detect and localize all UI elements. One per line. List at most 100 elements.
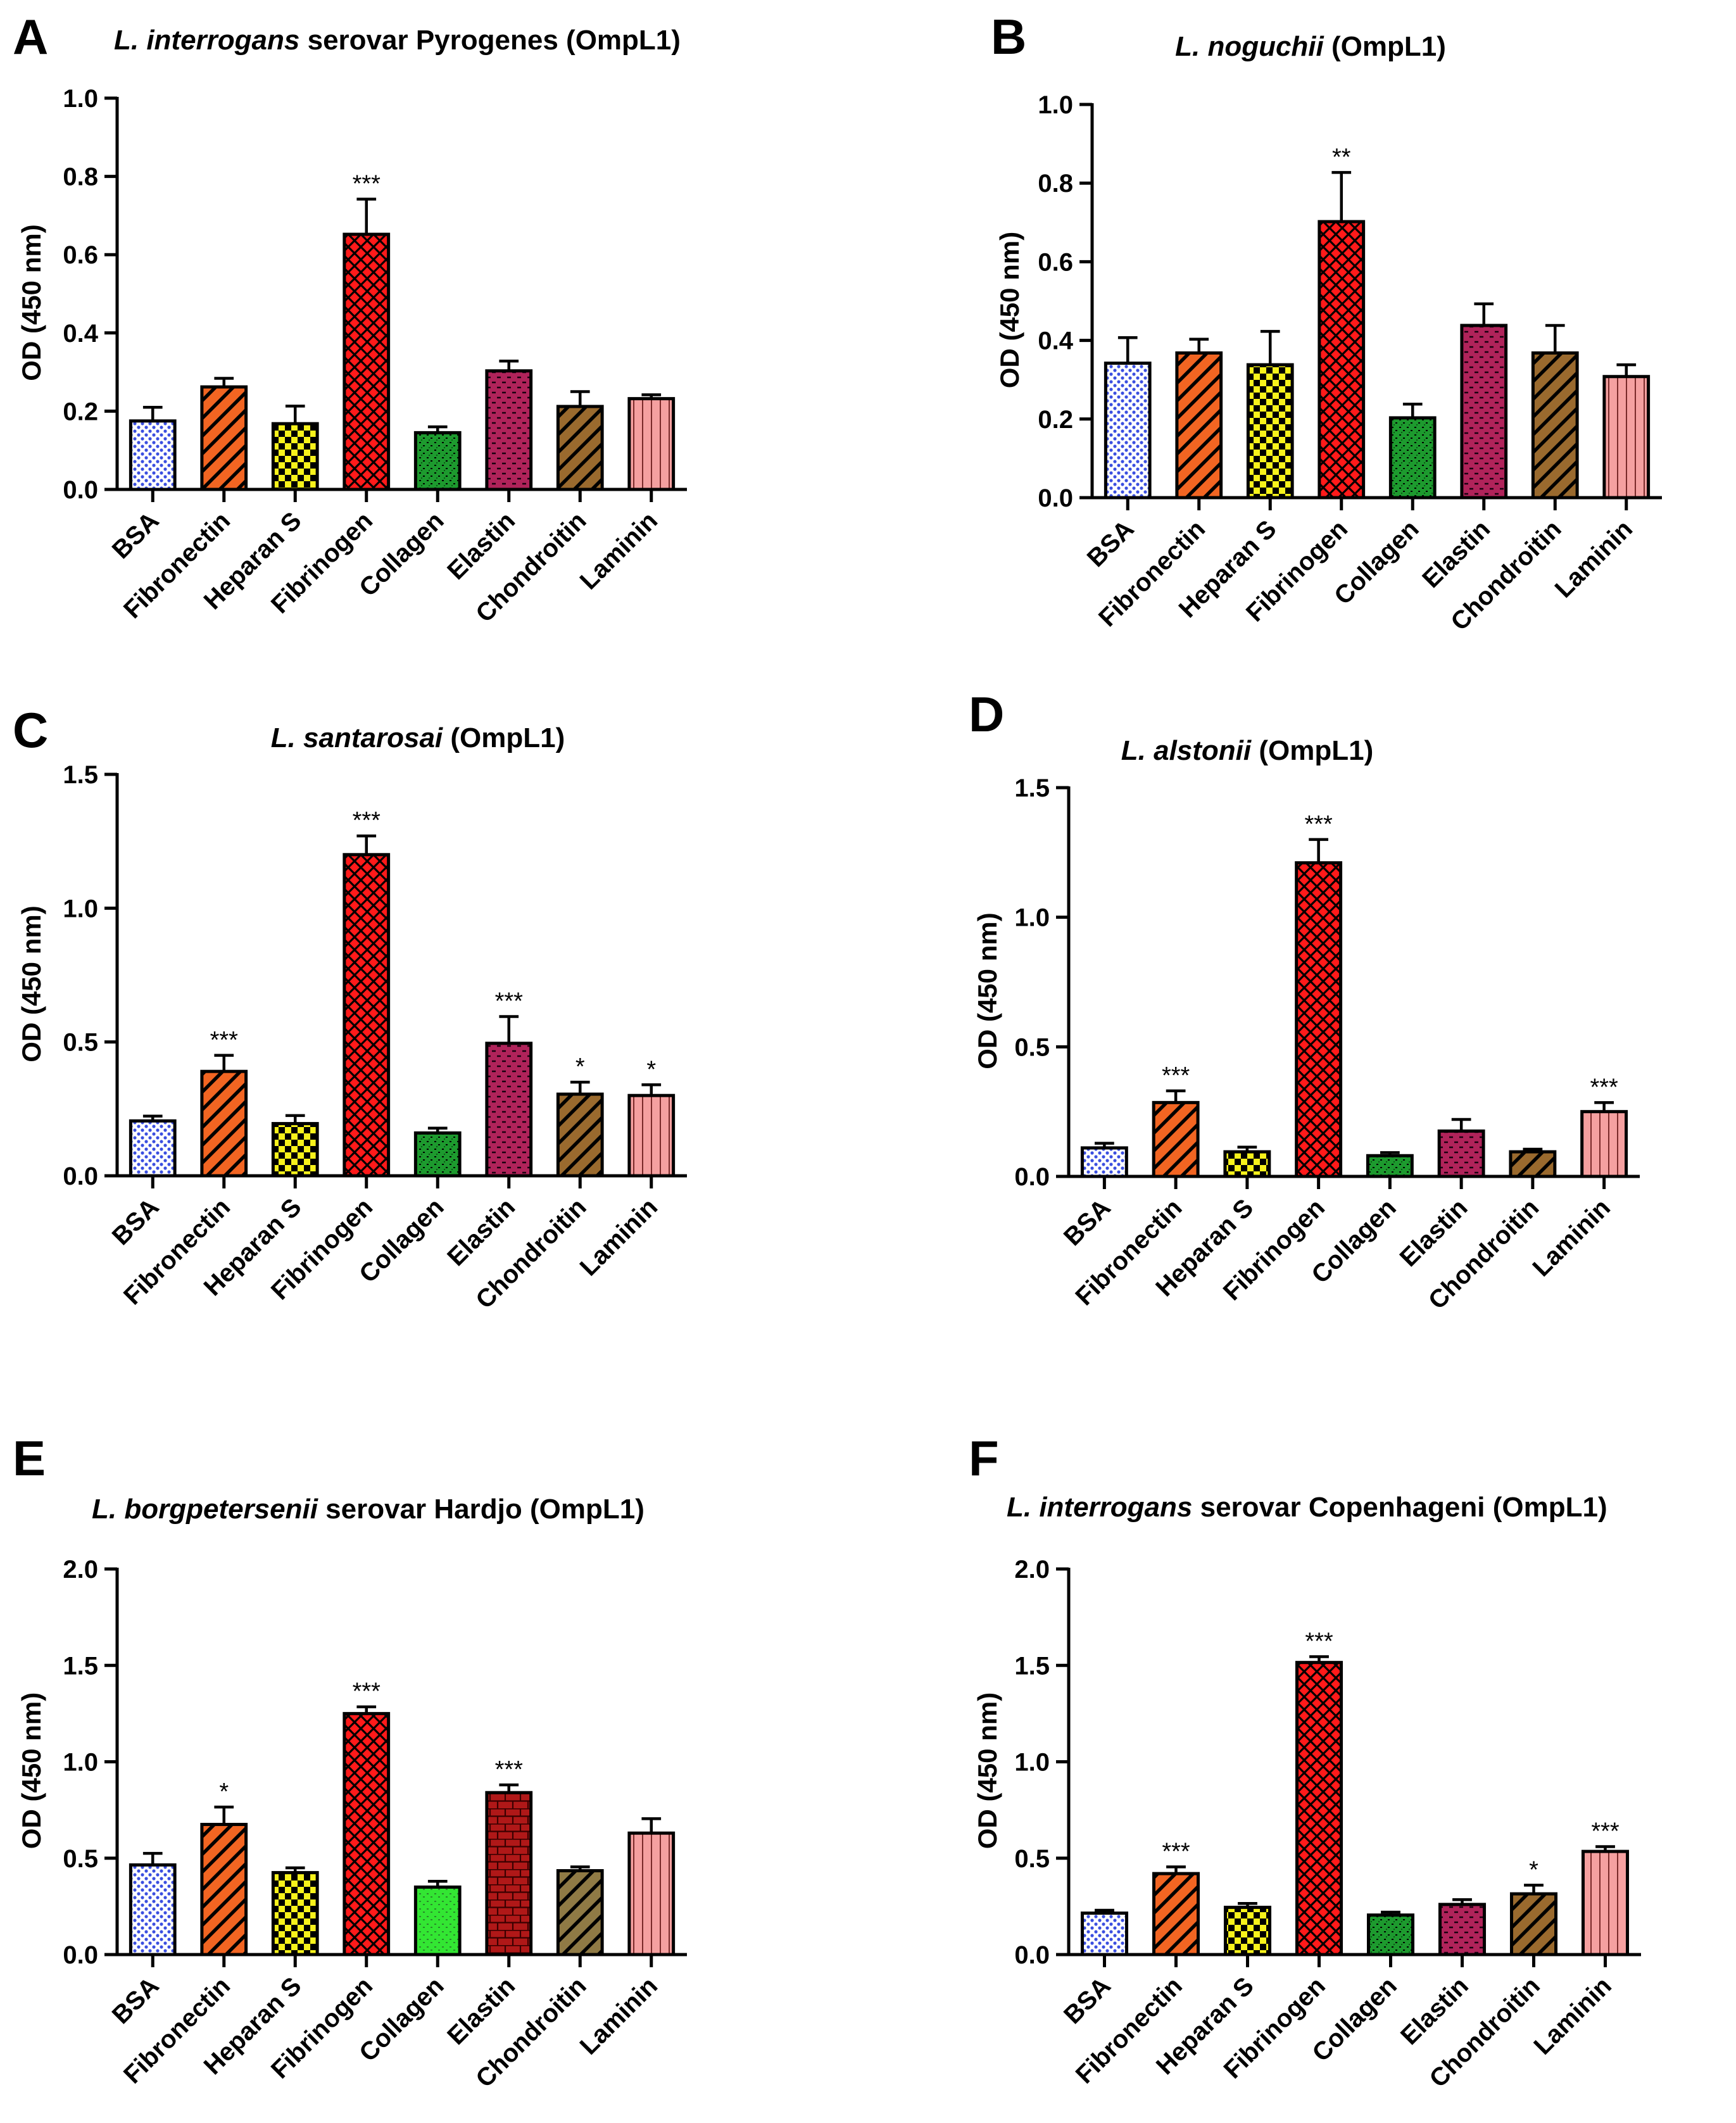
bar-collagen bbox=[1366, 1154, 1414, 1178]
chart-title: L. alstonii (OmpL1) bbox=[1121, 735, 1373, 766]
bar-elastin bbox=[1437, 1129, 1485, 1178]
y-tick-label: 0.0 bbox=[1014, 1163, 1050, 1191]
bar-collagen bbox=[1388, 416, 1437, 500]
significance-laminin: *** bbox=[1591, 1818, 1620, 1844]
bar-laminin bbox=[1602, 375, 1651, 500]
y-tick-label: 0.0 bbox=[1038, 484, 1073, 512]
y-tick-label: 0.4 bbox=[1038, 327, 1073, 355]
chart-title-species: L. alstonii bbox=[1121, 735, 1252, 766]
y-tick-label: 0.0 bbox=[63, 476, 98, 504]
bar-heparan-s bbox=[271, 1871, 319, 1956]
x-tick-label-bsa: BSA bbox=[1059, 1972, 1116, 2029]
y-axis-label: OD (450 nm) bbox=[16, 1692, 46, 1849]
y-tick-label: 0.5 bbox=[1014, 1845, 1050, 1873]
y-tick-label: 1.5 bbox=[1014, 1652, 1050, 1680]
y-tick-label: 0.8 bbox=[1038, 170, 1073, 198]
significance-elastin: *** bbox=[495, 1756, 524, 1783]
chart-title-species: L. interrogans bbox=[1007, 1492, 1192, 1523]
significance-elastin: *** bbox=[495, 988, 524, 1015]
significance-chondroitin: * bbox=[1529, 1856, 1538, 1883]
bar-heparan-s bbox=[271, 422, 319, 491]
significance-chondroitin: * bbox=[576, 1054, 585, 1080]
bar-elastin bbox=[1460, 324, 1508, 500]
y-tick-label: 0.2 bbox=[1038, 406, 1073, 434]
bar-bsa bbox=[129, 419, 177, 491]
chart-title: L. interrogans serovar Copenhageni (OmpL… bbox=[1007, 1492, 1607, 1523]
bar-fibrinogen bbox=[1295, 861, 1343, 1178]
chart-title: L. noguchii (OmpL1) bbox=[1175, 31, 1446, 62]
panel-a: A L. interrogans serovar Pyrogenes (OmpL1… bbox=[13, 9, 687, 628]
x-tick-label-laminin: Laminin bbox=[1550, 515, 1639, 603]
chart-title-rest: serovar Copenhageni (OmpL1) bbox=[1192, 1492, 1607, 1523]
chart-title-species: L. noguchii bbox=[1175, 31, 1324, 62]
bar-fibrinogen bbox=[343, 232, 391, 491]
panel-e: E L. borgpetersenii serovar Hardjo (OmpL1… bbox=[13, 1430, 687, 2093]
x-tick-label-laminin: Laminin bbox=[575, 1972, 664, 2060]
panel-c: C L. santarosai (OmpL1) OD (450 nm) 0.0 0.5 1… bbox=[13, 702, 687, 1314]
bar-heparan-s bbox=[271, 1122, 319, 1178]
y-tick-label: 0.0 bbox=[1014, 1941, 1050, 1969]
chart-title-rest: serovar Hardjo (OmpL1) bbox=[318, 1494, 645, 1525]
y-tick-label: 0.6 bbox=[1038, 248, 1073, 276]
bar-chondroitin bbox=[1509, 1150, 1557, 1178]
bar-fibronectin bbox=[1152, 1100, 1200, 1178]
x-tick-label-bsa: BSA bbox=[107, 507, 165, 564]
significance-fibrinogen: *** bbox=[353, 1679, 381, 1705]
x-tick-label-bsa: BSA bbox=[107, 1972, 165, 2029]
y-tick-label: 0.8 bbox=[63, 163, 98, 191]
x-tick-label-laminin: Laminin bbox=[575, 507, 664, 595]
significance-fibrinogen: ** bbox=[1332, 144, 1351, 170]
y-axis-label: OD (450 nm) bbox=[972, 1692, 1002, 1849]
panel-letter: E bbox=[13, 1430, 46, 1486]
significance-fibronectin: *** bbox=[1162, 1062, 1190, 1089]
y-tick-label: 0.2 bbox=[63, 398, 98, 425]
bar-fibrinogen bbox=[343, 1711, 391, 1956]
significance-laminin: * bbox=[646, 1056, 656, 1083]
bar-elastin bbox=[485, 369, 533, 491]
bar-fibrinogen bbox=[343, 853, 391, 1178]
x-tick-label-laminin: Laminin bbox=[1527, 1194, 1616, 1282]
significance-fibrinogen: *** bbox=[353, 170, 381, 197]
bar-laminin bbox=[627, 1831, 676, 1956]
chart-title: L. borgpetersenii serovar Hardjo (OmpL1) bbox=[92, 1494, 645, 1525]
significance-fibrinogen: *** bbox=[1305, 1628, 1333, 1655]
y-tick-label: 0.4 bbox=[63, 320, 98, 348]
bar-bsa bbox=[1104, 362, 1152, 500]
x-tick-label-laminin: Laminin bbox=[1528, 1972, 1617, 2060]
bar-laminin bbox=[1581, 1849, 1630, 1956]
significance-fibrinogen: *** bbox=[1304, 811, 1333, 838]
panel-d: D L. alstonii (OmpL1) OD (450 nm) 0.0 0.5 1.0… bbox=[969, 686, 1640, 1315]
panel-letter: C bbox=[13, 702, 48, 758]
bar-fibronectin bbox=[1152, 1872, 1200, 1956]
bar-fibronectin bbox=[200, 1822, 248, 1956]
bar-bsa bbox=[1080, 1146, 1128, 1178]
bar-fibronectin bbox=[200, 385, 248, 491]
chart-title-rest: (OmpL1) bbox=[443, 722, 565, 753]
panel-letter: A bbox=[13, 9, 48, 65]
bar-elastin bbox=[485, 1042, 533, 1178]
panel-b: B L. noguchii (OmpL1) OD (450 nm) 0.0 0.2 0.4… bbox=[991, 9, 1662, 636]
significance-fibronectin: * bbox=[219, 1779, 229, 1805]
chart-title-rest: (OmpL1) bbox=[1251, 735, 1373, 766]
y-tick-label: 1.0 bbox=[63, 895, 98, 923]
bar-collagen bbox=[413, 1885, 462, 1956]
significance-fibrinogen: *** bbox=[353, 807, 381, 834]
x-tick-label-bsa: BSA bbox=[1082, 515, 1140, 572]
y-tick-label: 1.5 bbox=[63, 761, 98, 789]
y-axis-label: OD (450 nm) bbox=[995, 232, 1024, 388]
y-tick-label: 0.5 bbox=[63, 1845, 98, 1873]
bar-collagen bbox=[413, 431, 462, 491]
bar-chondroitin bbox=[1509, 1892, 1558, 1956]
y-tick-label: 1.0 bbox=[1014, 1749, 1050, 1777]
chart-title: L. interrogans serovar Pyrogenes (OmpL1) bbox=[114, 25, 681, 56]
bar-fibrinogen bbox=[1318, 220, 1366, 500]
bar-laminin bbox=[627, 397, 676, 491]
y-tick-label: 0.5 bbox=[1014, 1033, 1050, 1061]
y-tick-label: 0.0 bbox=[63, 1162, 98, 1190]
y-tick-label: 0.6 bbox=[63, 241, 98, 269]
y-tick-label: 1.0 bbox=[1014, 904, 1050, 932]
panel-letter: B bbox=[991, 9, 1026, 65]
chart-title-species: L. borgpetersenii bbox=[92, 1494, 318, 1525]
panel-letter: D bbox=[969, 686, 1004, 742]
y-tick-label: 1.0 bbox=[63, 85, 98, 113]
